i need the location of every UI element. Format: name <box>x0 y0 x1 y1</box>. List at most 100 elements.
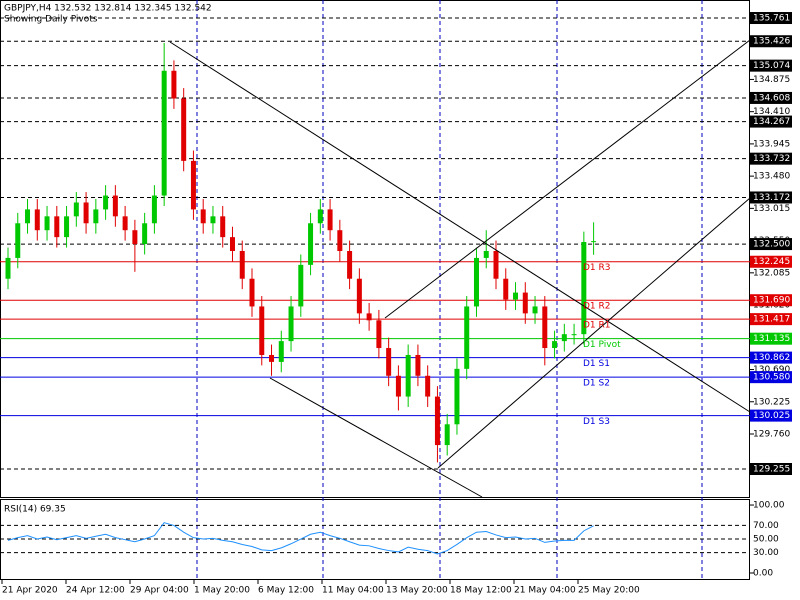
x-tick-label: 18 May 12:00 <box>450 586 512 596</box>
x-tick-label: 6 May 12:00 <box>258 586 314 596</box>
level-label: 130.862 <box>753 353 790 363</box>
level-box <box>750 191 792 204</box>
candle-body <box>542 306 548 349</box>
candle-body <box>532 306 538 314</box>
level-label: 131.417 <box>753 315 790 325</box>
candle-body <box>434 396 440 446</box>
candle-body <box>581 241 587 335</box>
candle-body <box>151 195 157 224</box>
y-tick-label: 50.00 <box>753 535 779 545</box>
pivot-name: D1 S1 <box>583 359 610 369</box>
rsi-title: RSI(14) 69.35 <box>4 505 66 515</box>
candle-body <box>571 334 577 336</box>
candle-body <box>200 209 206 224</box>
trend-line <box>437 197 751 469</box>
y-tick-label: 134.875 <box>753 75 790 85</box>
x-tick-label: 25 May 20:00 <box>578 586 640 596</box>
pivot-name: D1 S3 <box>583 417 610 427</box>
candle-body <box>15 223 21 258</box>
y-tick-label: 132.085 <box>753 268 790 278</box>
y-tick-label: 30.00 <box>753 548 779 558</box>
trend-line <box>384 39 751 319</box>
x-tick-label: 11 May 04:00 <box>322 586 384 596</box>
y-tick-label: 70.00 <box>753 521 779 531</box>
candle-body <box>83 202 89 224</box>
candle-body <box>552 341 558 349</box>
y-tick-label: 100.00 <box>753 501 785 511</box>
pivot-name: D1 R3 <box>583 263 611 273</box>
y-tick-label: 130.225 <box>753 397 790 407</box>
level-box <box>750 115 792 128</box>
candle-body <box>405 354 411 397</box>
candle-body <box>356 278 362 314</box>
level-label: 132.500 <box>753 240 790 250</box>
level-box <box>750 294 792 307</box>
candle-body <box>327 209 333 231</box>
x-tick-label: 13 May 20:00 <box>386 586 448 596</box>
level-box <box>750 332 792 345</box>
level-box <box>750 35 792 48</box>
trend-line <box>269 377 483 498</box>
y-tick-label: 130.690 <box>753 365 790 375</box>
candle-body <box>522 292 528 314</box>
price-frame <box>0 0 750 498</box>
candle-body <box>190 160 196 210</box>
candle-body <box>103 195 109 210</box>
candle-body <box>34 209 40 231</box>
candle-body <box>249 278 255 307</box>
candle-body <box>44 216 50 231</box>
candle-body <box>493 250 499 279</box>
candle-body <box>142 223 148 245</box>
candle-body <box>239 250 245 279</box>
pivot-name: D1 S2 <box>583 379 610 389</box>
candle-body <box>161 70 167 196</box>
y-tick-label: 133.015 <box>753 204 790 214</box>
pivot-name: D1 R1 <box>583 321 611 331</box>
candle-body <box>308 223 314 265</box>
level-label: 131.135 <box>753 334 790 344</box>
candle-body <box>395 375 401 397</box>
trend-lines <box>169 39 751 498</box>
level-box <box>750 12 792 25</box>
y-tick-label: 133.480 <box>753 172 790 182</box>
level-box <box>750 313 792 326</box>
candle-body <box>503 278 509 300</box>
candle-body <box>473 257 479 307</box>
candle-body <box>122 216 128 231</box>
trend-line <box>169 41 751 413</box>
candle-body <box>444 424 450 446</box>
level-label: 129.255 <box>753 464 790 474</box>
candle-body <box>386 348 392 376</box>
level-box <box>750 351 792 364</box>
candle-body <box>25 209 31 224</box>
candle-body <box>454 368 460 425</box>
x-tick-label: 29 Apr 04:00 <box>130 586 189 596</box>
vertical-separators <box>196 0 703 580</box>
level-box <box>750 371 792 384</box>
pivot-note: Showing Daily Pivots <box>4 15 98 25</box>
candle-body <box>259 306 265 355</box>
level-label: 130.580 <box>753 373 790 383</box>
candle-body <box>278 341 284 362</box>
level-label: 134.267 <box>753 117 790 127</box>
x-tick-label: 24 Apr 12:00 <box>66 586 125 596</box>
candle-body <box>54 216 60 238</box>
level-box <box>750 152 792 165</box>
candle-body <box>425 375 431 397</box>
level-box <box>750 59 792 72</box>
rsi-line <box>7 522 594 555</box>
y-tick-label: 133.945 <box>753 139 790 149</box>
level-box <box>750 238 792 251</box>
candle-body <box>298 264 304 307</box>
candle-body <box>5 257 11 279</box>
y-tick-label: 0.00 <box>753 568 773 578</box>
candle-body <box>220 216 226 238</box>
candle-body <box>376 320 382 349</box>
pivot-name: D1 R2 <box>583 302 611 312</box>
candle-body <box>181 98 187 161</box>
candle-body <box>513 292 519 300</box>
level-label: 134.608 <box>753 93 790 103</box>
level-label: 135.761 <box>753 14 790 24</box>
symbol-line: GBPJPY,H4 132.532 132.814 132.345 132.54… <box>4 4 212 14</box>
